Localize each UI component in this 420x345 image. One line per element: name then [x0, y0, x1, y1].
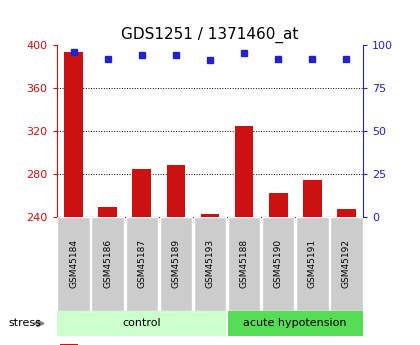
Title: GDS1251 / 1371460_at: GDS1251 / 1371460_at [121, 27, 299, 43]
Bar [194, 217, 226, 310]
Text: GSM45190: GSM45190 [274, 239, 283, 288]
Text: control: control [123, 318, 161, 328]
Text: GSM45187: GSM45187 [137, 239, 146, 288]
Bar [58, 217, 90, 310]
Bar [64, 52, 83, 217]
Bar [201, 214, 219, 217]
Text: GSM45191: GSM45191 [308, 239, 317, 288]
Bar [269, 193, 288, 217]
Bar [228, 310, 362, 336]
Bar [60, 344, 78, 345]
Bar [337, 209, 356, 217]
Text: GSM45186: GSM45186 [103, 239, 112, 288]
Text: GSM45193: GSM45193 [205, 239, 215, 288]
Bar [58, 310, 226, 336]
Bar [132, 169, 151, 217]
Text: GSM45184: GSM45184 [69, 239, 78, 288]
Text: stress: stress [8, 318, 41, 328]
Bar [160, 217, 192, 310]
Bar [235, 126, 253, 217]
Bar [92, 217, 124, 310]
Text: GSM45192: GSM45192 [342, 239, 351, 288]
Bar [296, 217, 328, 310]
Bar [303, 180, 322, 217]
Text: GSM45188: GSM45188 [239, 239, 249, 288]
Bar [262, 217, 294, 310]
Text: acute hypotension: acute hypotension [244, 318, 347, 328]
Text: GSM45189: GSM45189 [171, 239, 181, 288]
Bar [98, 207, 117, 217]
Bar [126, 217, 158, 310]
Bar [228, 217, 260, 310]
Bar [330, 217, 362, 310]
Bar [167, 165, 185, 217]
